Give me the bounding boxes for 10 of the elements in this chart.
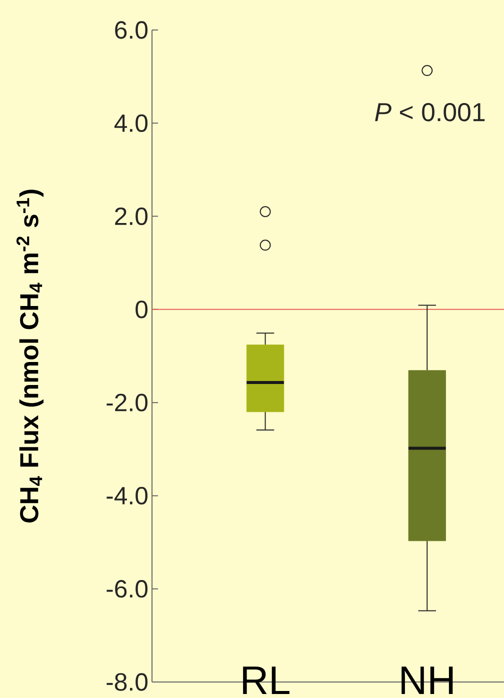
annotation: P < 0.001 xyxy=(375,102,485,122)
y-tick-label: -6.0 xyxy=(106,580,148,598)
text: CH$_{4}$ Flux (nmol CH$_{4}$ m$^{-2}$ s$^{-1}$) xyxy=(16,190,44,522)
y-tick-label: -4.0 xyxy=(106,486,148,505)
y-tick-label: 0 xyxy=(136,300,148,318)
y-tick-label: -8.0 xyxy=(106,673,148,691)
y-tick-label: -2.0 xyxy=(106,394,148,412)
y-tick-label: 4.0 xyxy=(114,114,148,132)
y-tick-label: 6.0 xyxy=(115,21,148,39)
y-tick-label: 2.0 xyxy=(115,207,148,226)
